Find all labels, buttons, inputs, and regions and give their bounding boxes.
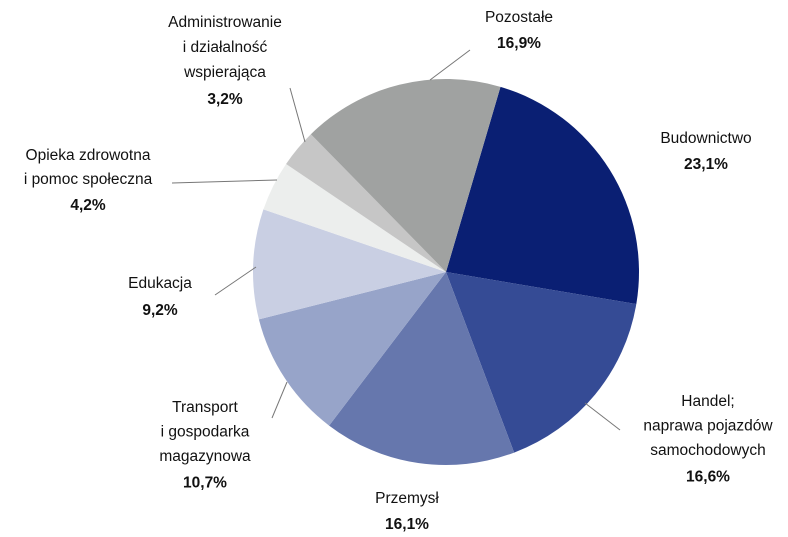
value-label: 16,6%	[686, 469, 730, 486]
label-line: i działalność	[183, 39, 268, 56]
value-label: 10,7%	[183, 475, 227, 492]
label-line: Transport	[172, 399, 238, 416]
category-label: Administrowanie i działalność wspierająca	[168, 14, 282, 81]
pie-slice	[446, 272, 637, 453]
label-line: i gospodarka	[161, 424, 250, 441]
label-line: samochodowych	[650, 442, 765, 459]
label-line: i pomoc społeczna	[24, 171, 153, 188]
leader-line	[271, 381, 288, 419]
category-label: Handel; naprawa pojazdów samochodowych	[643, 393, 773, 459]
value-label: 9,2%	[142, 302, 178, 319]
pie-slice	[263, 163, 446, 272]
leader-line	[289, 87, 306, 143]
label-line: Administrowanie	[168, 14, 282, 31]
category-label: Budownictwo	[660, 130, 751, 147]
pie-slice	[329, 272, 515, 465]
label-line: magazynowa	[159, 448, 251, 465]
label-line: Przemysł	[375, 490, 439, 507]
category-label: Opieka zdrowotna i pomoc społeczna	[24, 147, 153, 188]
pie-slice	[253, 209, 446, 320]
pie-slice	[258, 272, 446, 426]
label-line: Pozostałe	[485, 9, 553, 26]
category-label: Transport i gospodarka magazynowa	[159, 399, 251, 465]
label-line: Edukacja	[128, 275, 192, 292]
category-label: Edukacja	[128, 275, 192, 292]
category-label: Przemysł	[375, 490, 439, 507]
pie-slice	[446, 86, 639, 305]
value-label: 16,9%	[497, 35, 541, 52]
label-line: wspierająca	[183, 64, 266, 81]
label-line: naprawa pojazdów	[643, 418, 773, 435]
category-label: Pozostałe	[485, 9, 553, 26]
pie-slice	[286, 134, 446, 272]
value-label: 4,2%	[70, 197, 106, 214]
pie-slice	[310, 78, 501, 272]
leader-line	[584, 402, 621, 431]
value-label: 3,2%	[207, 91, 243, 108]
label-line: Handel;	[681, 393, 734, 410]
value-label: 16,1%	[385, 516, 429, 533]
label-line: Budownictwo	[660, 130, 751, 147]
label-line: Opieka zdrowotna	[26, 147, 151, 164]
value-label: 23,1%	[684, 156, 728, 173]
leader-line	[214, 266, 257, 296]
leader-line	[171, 179, 278, 184]
leader-line	[429, 49, 471, 81]
